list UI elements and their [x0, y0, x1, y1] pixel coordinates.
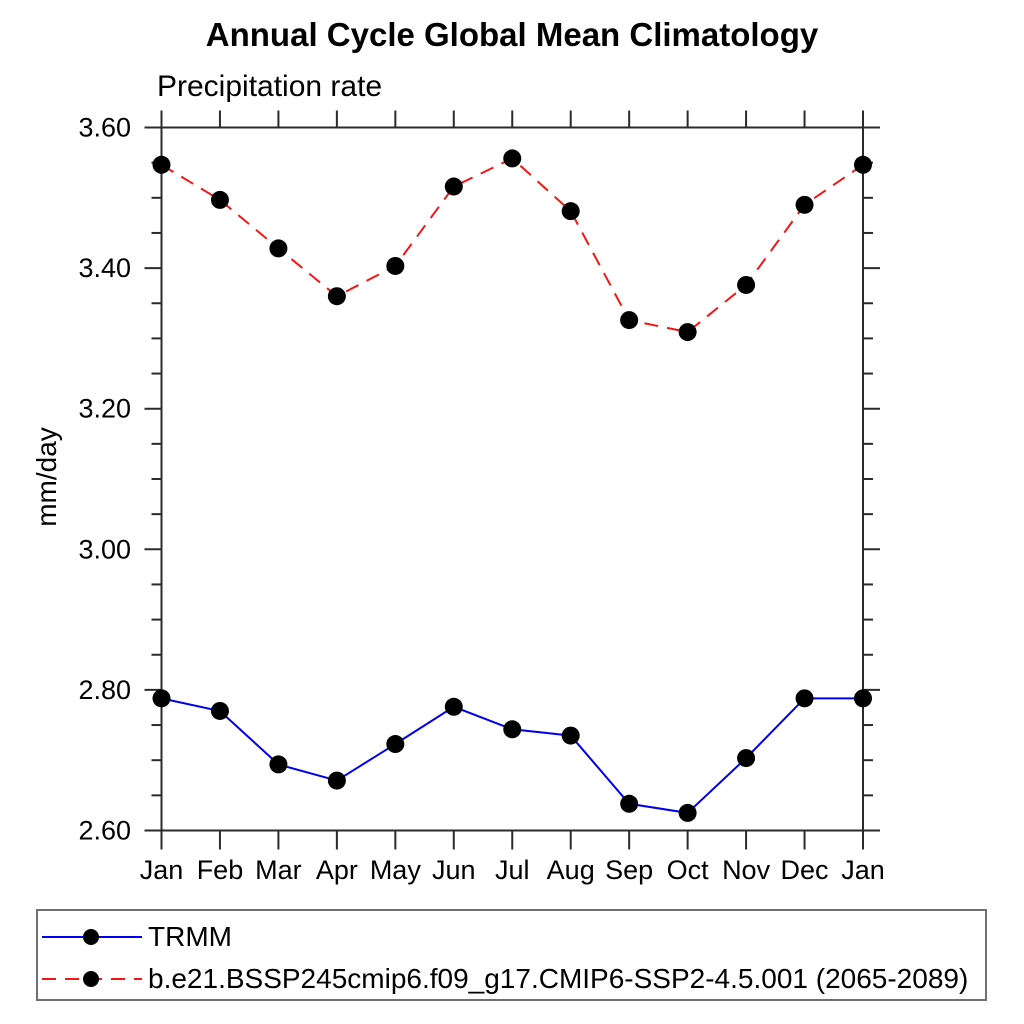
x-tick-label: Jan	[140, 855, 184, 885]
legend-label: TRMM	[148, 921, 232, 952]
data-point-marker	[503, 720, 522, 739]
x-tick-label: Aug	[547, 855, 595, 885]
legend: TRMM b.e21.BSSP245cmip6.f09_g17.CMIP6-SS…	[36, 909, 987, 1001]
legend-label: b.e21.BSSP245cmip6.f09_g17.CMIP6-SSP2-4.…	[148, 963, 969, 994]
data-point-marker	[386, 735, 405, 754]
x-tick-label: Nov	[722, 855, 771, 885]
x-tick-label: Sep	[605, 855, 653, 885]
data-point-marker	[737, 275, 756, 294]
y-tick-label: 2.60	[78, 816, 131, 846]
data-point-marker	[561, 726, 580, 745]
data-point-marker	[444, 697, 463, 716]
y-tick-label: 3.40	[78, 253, 131, 283]
data-point-marker	[210, 190, 229, 209]
data-point-marker	[795, 195, 814, 214]
data-point-marker	[152, 155, 171, 174]
data-point-marker	[561, 202, 580, 221]
x-tick-label: Jun	[432, 855, 476, 885]
data-point-marker	[678, 323, 697, 342]
y-tick-label: 3.60	[78, 113, 131, 143]
chart-subtitle: Precipitation rate	[157, 70, 383, 103]
data-point-marker	[737, 749, 756, 768]
x-tick-label: Apr	[316, 855, 358, 885]
series-line-1	[160, 157, 864, 334]
legend-line-sample-solid	[42, 929, 142, 945]
data-point-marker	[444, 177, 463, 196]
legend-item-model: b.e21.BSSP245cmip6.f09_g17.CMIP6-SSP2-4.…	[38, 963, 969, 994]
data-point-marker	[386, 256, 405, 275]
data-point-marker	[327, 771, 346, 790]
data-point-marker	[854, 689, 872, 708]
data-point-marker	[620, 311, 639, 330]
legend-item-trmm: TRMM	[38, 921, 232, 952]
legend-line-sample-dashed	[42, 971, 142, 987]
y-tick-label: 3.00	[78, 534, 131, 564]
data-point-marker	[152, 689, 171, 708]
x-tick-label: Dec	[781, 855, 829, 885]
data-point-marker	[620, 794, 639, 813]
x-tick-label: May	[370, 855, 422, 885]
data-point-marker	[210, 701, 229, 720]
data-point-marker	[503, 149, 522, 168]
legend-marker-dot	[83, 971, 99, 987]
legend-marker-dot	[83, 929, 99, 945]
data-point-marker	[269, 755, 288, 774]
y-tick-label: 2.80	[78, 675, 131, 705]
page-title: Annual Cycle Global Mean Climatology	[205, 16, 819, 53]
x-tick-label: Mar	[255, 855, 302, 885]
y-tick-label: 3.20	[78, 394, 131, 424]
data-point-marker	[795, 689, 814, 708]
data-point-marker	[327, 287, 346, 306]
series-line-0	[161, 697, 863, 814]
x-tick-label: Jan	[841, 855, 885, 885]
x-tick-label: Feb	[197, 855, 244, 885]
x-tick-label: Oct	[667, 855, 710, 885]
data-point-marker	[854, 155, 872, 174]
data-point-marker	[269, 239, 288, 258]
x-tick-label: Jul	[495, 855, 530, 885]
data-point-marker	[678, 803, 697, 822]
